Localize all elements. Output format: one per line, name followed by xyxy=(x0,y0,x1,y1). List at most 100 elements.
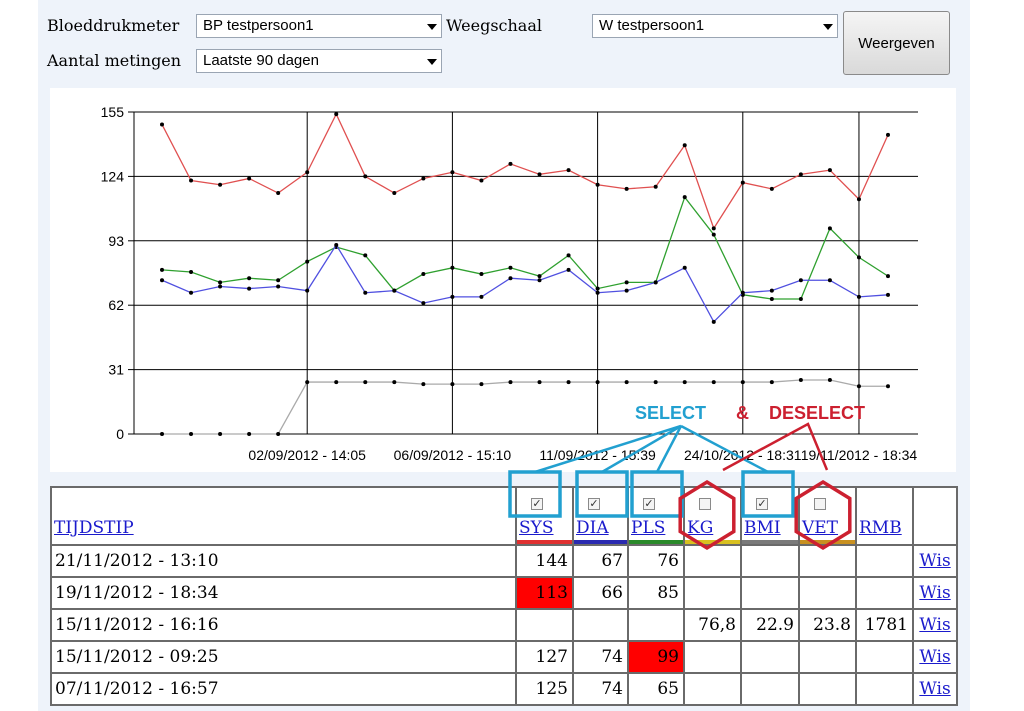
bp-meter-label: Bloeddrukmeter xyxy=(47,16,180,35)
data-point xyxy=(769,296,774,301)
sort-link-kg[interactable]: KG xyxy=(687,518,714,538)
bp-meter-select[interactable]: BP testpersoon1 xyxy=(196,14,442,38)
column-header-time: TIJDSTIP xyxy=(50,486,517,546)
table-row: 21/11/2012 - 13:10 144 67 76 Wis xyxy=(50,544,958,578)
kg-checkbox[interactable] xyxy=(699,498,711,510)
column-header-actions xyxy=(912,486,958,546)
pls-checkbox[interactable]: ✓ xyxy=(643,497,655,510)
bmi-color-stripe xyxy=(742,540,798,544)
deselect-annotation: DESELECT xyxy=(769,403,865,423)
data-point xyxy=(682,195,687,200)
select-highlight-box xyxy=(508,470,562,518)
data-point xyxy=(363,174,368,179)
data-point xyxy=(711,226,716,231)
delete-link[interactable]: Wis xyxy=(919,583,951,603)
data-point xyxy=(886,384,890,389)
delete-link[interactable]: Wis xyxy=(919,551,951,571)
sort-link-dia[interactable]: DIA xyxy=(576,518,609,538)
data-point xyxy=(276,284,281,289)
cell-dia: 67 xyxy=(572,544,629,578)
cell-pls: 65 xyxy=(627,672,685,706)
data-point xyxy=(276,278,281,283)
show-button[interactable]: Weergeven xyxy=(843,11,950,75)
data-point xyxy=(798,296,803,301)
cell-vet xyxy=(798,640,857,674)
deselect-connector xyxy=(722,422,829,472)
data-point xyxy=(595,182,600,187)
data-point xyxy=(653,280,658,285)
dia-checkbox[interactable]: ✓ xyxy=(588,497,600,510)
series-line-1 xyxy=(161,195,889,300)
data-point xyxy=(566,380,571,385)
data-point xyxy=(769,288,774,293)
sys-checkbox[interactable]: ✓ xyxy=(531,497,543,510)
cell-vet xyxy=(798,672,857,706)
measurement-count-label: Aantal metingen xyxy=(47,51,182,70)
y-tick-label: 31 xyxy=(108,362,124,378)
data-point xyxy=(363,253,368,258)
sort-link-pls[interactable]: PLS xyxy=(631,518,666,538)
y-tick-label: 124 xyxy=(101,168,125,184)
data-point xyxy=(537,278,542,283)
pls-color-stripe xyxy=(629,540,683,544)
data-point xyxy=(682,265,687,270)
sort-link-rmb[interactable]: RMB xyxy=(859,518,902,538)
data-point xyxy=(218,284,223,289)
x-tick-label: 19/11/2012 - 18:34 xyxy=(801,447,918,463)
data-point xyxy=(827,168,832,173)
data-point xyxy=(276,432,281,436)
vet-checkbox[interactable] xyxy=(814,498,826,510)
measurement-count-select[interactable]: Laatste 90 dagen xyxy=(196,49,442,73)
sort-link-bmi[interactable]: BMI xyxy=(744,518,781,538)
measurements-table: TIJDSTIP ✓ SYS ✓ DIA ✓ PLS KG ✓ BMI xyxy=(50,486,958,706)
data-point xyxy=(566,168,571,173)
bmi-checkbox[interactable]: ✓ xyxy=(756,497,768,510)
x-tick-label: 24/10/2012 - 18:31 xyxy=(684,447,802,463)
y-tick-label: 0 xyxy=(116,426,124,442)
series-line-0 xyxy=(161,112,889,230)
scale-select[interactable]: W testpersoon1 xyxy=(592,14,838,38)
sort-link-time[interactable]: TIJDSTIP xyxy=(54,518,134,538)
cell-dia: 74 xyxy=(572,672,629,706)
row-timestamp: 07/11/2012 - 16:57 xyxy=(50,672,517,706)
data-point xyxy=(653,380,658,385)
cell-delete: Wis xyxy=(912,608,958,642)
cell-bmi xyxy=(740,672,800,706)
cell-delete: Wis xyxy=(912,544,958,578)
row-timestamp: 15/11/2012 - 09:25 xyxy=(50,640,517,674)
data-point xyxy=(450,170,455,175)
x-tick-label: 02/09/2012 - 14:05 xyxy=(248,447,366,463)
sort-link-sys[interactable]: SYS xyxy=(519,518,554,538)
data-point xyxy=(479,294,484,299)
cell-dia: 74 xyxy=(572,640,629,674)
data-point xyxy=(624,186,629,191)
cell-kg xyxy=(683,544,742,578)
data-point xyxy=(247,432,252,436)
select-highlight-box xyxy=(630,470,684,518)
dia-color-stripe xyxy=(574,540,627,544)
data-point xyxy=(769,380,774,385)
data-point xyxy=(160,432,164,436)
row-timestamp: 19/11/2012 - 18:34 xyxy=(50,576,517,610)
cell-rmb: 1781 xyxy=(855,608,914,642)
delete-link[interactable]: Wis xyxy=(919,615,951,635)
cell-delete: Wis xyxy=(912,576,958,610)
data-point xyxy=(160,122,164,127)
data-point xyxy=(508,265,513,270)
delete-link[interactable]: Wis xyxy=(919,647,951,667)
select-highlight-box xyxy=(741,470,795,518)
data-point xyxy=(740,290,745,295)
data-point xyxy=(334,112,339,117)
kg-color-stripe xyxy=(685,540,740,544)
data-point xyxy=(508,161,513,166)
data-point xyxy=(160,267,164,272)
data-point xyxy=(450,265,455,270)
data-point xyxy=(653,184,658,189)
data-point xyxy=(305,380,310,385)
scale-value: W testpersoon1 xyxy=(599,17,705,34)
cell-pls: 85 xyxy=(627,576,685,610)
measurement-chart: 155 124 93 62 31 0 02/09/2012 - 14:05 06/09/201… xyxy=(50,88,956,472)
sort-link-vet[interactable]: VET xyxy=(802,518,839,538)
delete-link[interactable]: Wis xyxy=(919,679,951,699)
y-tick-label: 93 xyxy=(108,233,124,249)
